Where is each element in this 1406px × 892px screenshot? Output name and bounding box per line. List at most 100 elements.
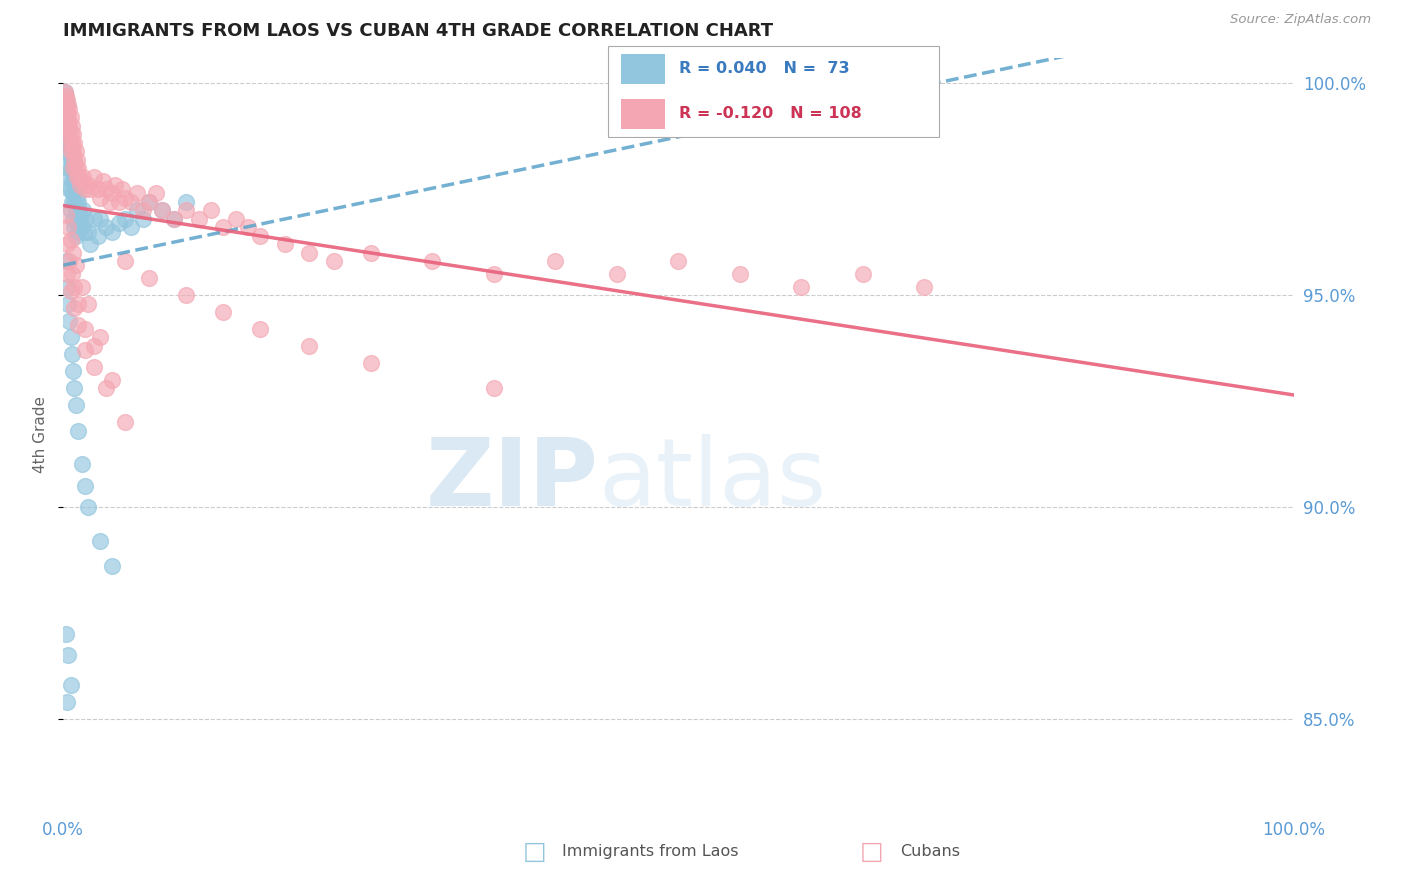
Point — [174, 194, 197, 209]
Point — [56, 648, 79, 662]
Point — [69, 211, 91, 226]
Point — [67, 169, 90, 184]
Point — [69, 178, 91, 192]
Point — [56, 144, 79, 158]
Point — [114, 415, 136, 429]
Point — [56, 127, 79, 141]
Point — [606, 267, 628, 281]
Point — [101, 373, 124, 387]
Point — [79, 182, 101, 196]
Point — [60, 174, 83, 188]
Point — [98, 194, 121, 209]
Point — [53, 85, 76, 99]
Point — [212, 220, 235, 235]
Point — [59, 144, 82, 158]
Point — [79, 237, 101, 252]
Point — [55, 110, 77, 124]
Point — [89, 191, 111, 205]
Point — [101, 186, 124, 201]
Point — [63, 301, 86, 315]
Point — [127, 203, 148, 218]
Point — [55, 89, 77, 103]
Point — [60, 136, 83, 150]
Point — [56, 136, 79, 150]
Text: R = -0.120   N = 108: R = -0.120 N = 108 — [679, 106, 862, 121]
Point — [59, 161, 82, 175]
Point — [127, 186, 148, 201]
Point — [63, 136, 86, 150]
Point — [62, 211, 84, 226]
Point — [66, 169, 89, 184]
Point — [114, 191, 136, 205]
Text: □: □ — [523, 840, 546, 863]
Text: Immigrants from Laos: Immigrants from Laos — [562, 845, 740, 859]
Point — [200, 203, 222, 218]
Y-axis label: 4th Grade: 4th Grade — [32, 396, 48, 474]
Text: R = 0.040   N =  73: R = 0.040 N = 73 — [679, 62, 849, 77]
Point — [67, 424, 90, 438]
Point — [55, 627, 77, 641]
Point — [56, 119, 79, 133]
Point — [59, 203, 82, 218]
Point — [138, 194, 160, 209]
Point — [56, 93, 79, 107]
Point — [58, 136, 80, 150]
Point — [150, 203, 173, 218]
Point — [67, 203, 90, 218]
Point — [60, 153, 83, 167]
Point — [75, 211, 97, 226]
Point — [96, 220, 118, 235]
Point — [55, 102, 77, 116]
Point — [53, 97, 76, 112]
Point — [65, 203, 87, 218]
Point — [101, 225, 124, 239]
Point — [728, 267, 751, 281]
Point — [62, 186, 84, 201]
Point — [111, 182, 134, 196]
Point — [63, 220, 86, 235]
Point — [87, 182, 110, 196]
Point — [83, 211, 105, 226]
Point — [59, 127, 82, 141]
Text: □: □ — [860, 840, 883, 863]
Point — [174, 203, 197, 218]
Point — [72, 169, 94, 184]
Point — [852, 267, 875, 281]
Point — [298, 339, 321, 353]
Point — [65, 182, 87, 196]
Point — [67, 161, 90, 175]
Point — [66, 216, 89, 230]
Point — [56, 237, 79, 252]
Point — [360, 245, 382, 260]
Point — [65, 398, 87, 412]
Point — [63, 279, 86, 293]
Point — [58, 131, 80, 145]
Point — [63, 381, 86, 395]
Point — [89, 330, 111, 344]
Point — [58, 313, 80, 327]
Point — [55, 208, 77, 222]
Point — [96, 182, 118, 196]
Point — [66, 153, 89, 167]
Bar — [621, 99, 665, 129]
Point — [58, 254, 80, 268]
Point — [83, 339, 105, 353]
Text: atlas: atlas — [599, 434, 827, 526]
Point — [56, 110, 79, 124]
Point — [790, 279, 813, 293]
Point — [76, 225, 98, 239]
Point — [55, 93, 77, 107]
Point — [59, 110, 82, 124]
Point — [666, 254, 689, 268]
Point — [96, 381, 118, 395]
Point — [249, 322, 271, 336]
Point — [59, 233, 82, 247]
Point — [83, 169, 105, 184]
Point — [62, 161, 84, 175]
Point — [75, 182, 97, 196]
Point — [56, 279, 79, 293]
Text: IMMIGRANTS FROM LAOS VS CUBAN 4TH GRADE CORRELATION CHART: IMMIGRANTS FROM LAOS VS CUBAN 4TH GRADE … — [63, 22, 773, 40]
Bar — [621, 54, 665, 84]
Point — [67, 296, 90, 310]
Point — [114, 254, 136, 268]
